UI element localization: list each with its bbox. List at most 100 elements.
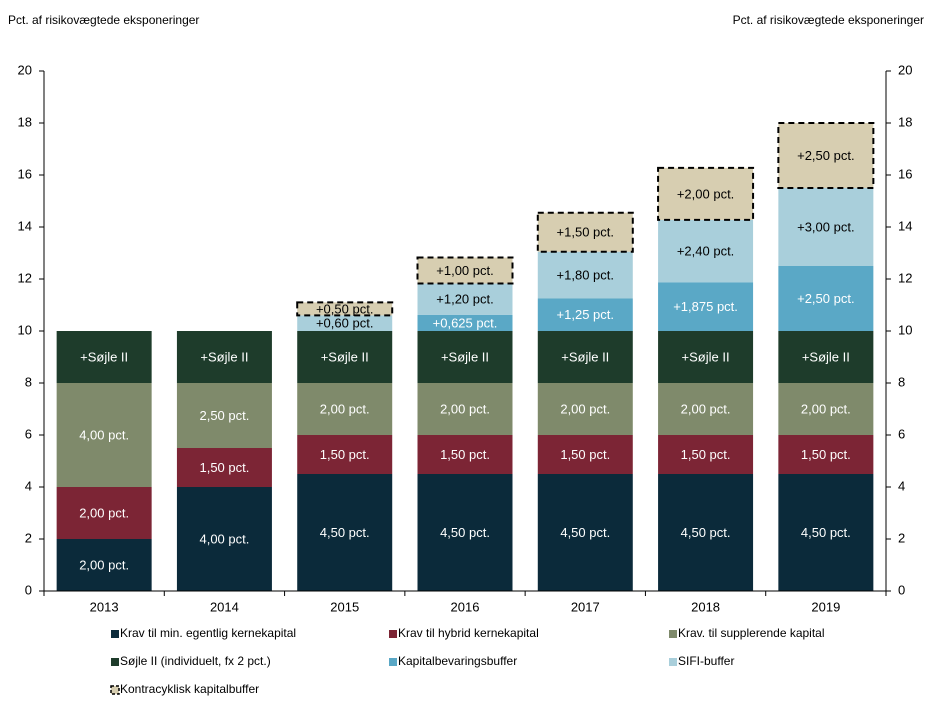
data-label: 4,50 pct. [320, 525, 370, 540]
bar-segment [297, 383, 393, 435]
data-label: +2,00 pct. [677, 186, 734, 201]
y2-tick-label: 6 [898, 426, 905, 441]
bar-segment [537, 383, 633, 435]
y2-tick-label: 14 [898, 218, 912, 233]
legend-marker [389, 630, 397, 638]
data-label: 2,00 pct. [79, 557, 129, 572]
legend-label: Krav. til supplerende kapital [678, 626, 825, 640]
legend-label: Krav til min. egentlig kernekapital [120, 626, 296, 640]
legend-label: Søjle II (individuelt, fx 2 pct.) [120, 654, 271, 668]
bar-segment [297, 474, 393, 591]
bar-segment [658, 219, 754, 283]
data-label: +3,00 pct. [797, 219, 854, 234]
bar-segment [778, 435, 874, 474]
data-label: +0,50 pct. [316, 301, 373, 316]
bar-segment [417, 283, 513, 315]
data-label: 1,50 pct. [560, 447, 610, 462]
data-label: +1,80 pct. [557, 268, 614, 283]
y-tick-label: 0 [25, 582, 32, 597]
bar-segment [778, 331, 874, 383]
y2-tick-label: 4 [898, 478, 905, 493]
bar-segment [176, 448, 272, 487]
bar-segment [176, 487, 272, 591]
bar-segment [417, 435, 513, 474]
legend-label: Krav til hybrid kernekapital [398, 626, 539, 640]
data-label: +Søjle II [441, 349, 489, 364]
y2-tick-label: 20 [898, 62, 912, 77]
bar-segment [56, 383, 152, 487]
y2-tick-label: 2 [898, 530, 905, 545]
bar-segment [417, 331, 513, 383]
y2-tick-label: 18 [898, 114, 912, 129]
bar-segment [778, 383, 874, 435]
data-label: +Søjle II [321, 349, 369, 364]
legend-marker [111, 658, 119, 666]
data-label: +Søjle II [682, 349, 730, 364]
bar-segment [778, 188, 874, 266]
x-tick-label: 2019 [811, 599, 840, 614]
x-tick-label: 2013 [90, 599, 119, 614]
y-tick-label: 6 [25, 426, 32, 441]
bar-segment [297, 435, 393, 474]
bar-segment [536, 211, 634, 253]
bar-segment [56, 487, 152, 539]
data-label: +Søjle II [561, 349, 609, 364]
legend-label: SIFI-buffer [678, 654, 734, 668]
x-tick-label: 2017 [571, 599, 600, 614]
data-label: 1,50 pct. [801, 447, 851, 462]
bar-segment [417, 314, 513, 331]
data-label: +1,00 pct. [436, 263, 493, 278]
bar-segment [658, 282, 754, 331]
x-tick-label: 2016 [451, 599, 480, 614]
data-label: 1,50 pct. [440, 447, 490, 462]
data-label: 2,00 pct. [440, 401, 490, 416]
data-label: +1,50 pct. [557, 225, 614, 240]
legend-marker [110, 685, 120, 695]
y-axis-label: Pct. af risikovægtede eksponeringer [8, 13, 199, 27]
data-label: +2,50 pct. [797, 291, 854, 306]
x-tick-label: 2018 [691, 599, 720, 614]
data-label: 4,00 pct. [79, 427, 129, 442]
bar-segment [297, 331, 393, 383]
data-label: 1,50 pct. [199, 460, 249, 475]
data-label: +Søjle II [802, 349, 850, 364]
data-label: 4,50 pct. [560, 525, 610, 540]
data-label: 2,00 pct. [79, 505, 129, 520]
data-label: 2,00 pct. [681, 401, 731, 416]
bar-segment [657, 166, 755, 221]
bar-segment [176, 383, 272, 448]
y2-axis-label: Pct. af risikovægtede eksponeringer [733, 13, 924, 27]
data-label: 4,50 pct. [801, 525, 851, 540]
data-label: 1,50 pct. [681, 447, 731, 462]
legend-marker [669, 630, 677, 638]
data-label: 1,50 pct. [320, 447, 370, 462]
bar-segment [296, 301, 394, 317]
y-tick-label: 20 [18, 62, 32, 77]
legend-marker [111, 630, 119, 638]
y2-tick-label: 16 [898, 166, 912, 181]
x-tick-label: 2015 [330, 599, 359, 614]
data-label: 4,50 pct. [440, 525, 490, 540]
bar-segment [778, 474, 874, 591]
legend-marker [389, 658, 397, 666]
data-label: 2,00 pct. [801, 401, 851, 416]
bar-segment [56, 539, 152, 591]
legend-marker [669, 658, 677, 666]
bar-segment [658, 383, 754, 435]
bar-segment [658, 474, 754, 591]
bar-segment [777, 122, 875, 189]
data-label: 2,00 pct. [560, 401, 610, 416]
x-tick-label: 2014 [210, 599, 239, 614]
bar-segment [417, 474, 513, 591]
bar-segment [658, 331, 754, 383]
y-tick-label: 8 [25, 374, 32, 389]
y-tick-label: 10 [18, 322, 32, 337]
y2-tick-label: 8 [898, 374, 905, 389]
bar-segment [658, 435, 754, 474]
bar-segment [537, 435, 633, 474]
y-tick-label: 18 [18, 114, 32, 129]
y-tick-label: 14 [18, 218, 32, 233]
bar-segment [537, 331, 633, 383]
data-label: 2,50 pct. [199, 408, 249, 423]
